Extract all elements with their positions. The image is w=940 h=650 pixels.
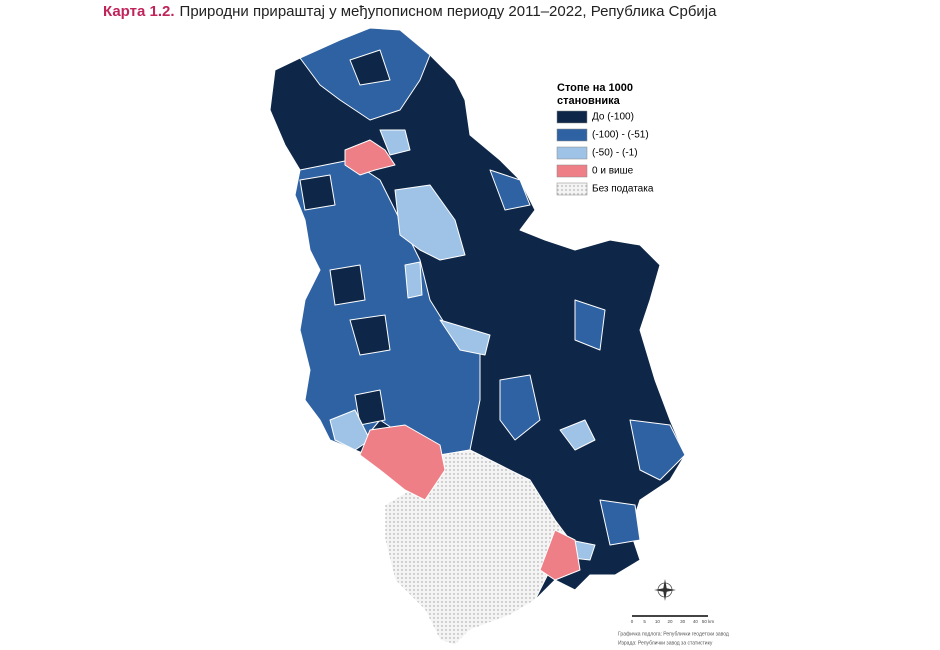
legend-label: Без података (592, 184, 654, 195)
region (299, 174, 336, 211)
region (499, 374, 541, 441)
legend-swatch (556, 110, 588, 124)
source-note: Графичка подлога: Републички геодетски з… (618, 631, 729, 637)
compass (654, 579, 676, 601)
legend-swatch (556, 182, 588, 196)
region (599, 499, 641, 546)
scale-label: 5 (643, 619, 646, 624)
scale-bar: 0 5 10 20 30 40 50 km (631, 615, 715, 624)
region (539, 529, 581, 581)
region (394, 184, 466, 261)
legend-label: До (-100) (592, 112, 634, 123)
legend-swatch (556, 146, 588, 160)
legend-label: 0 и више (592, 166, 634, 177)
scale-label: 30 (680, 619, 686, 624)
legend-label: (-50) - (-1) (592, 148, 638, 159)
region (574, 299, 606, 351)
legend-swatch (556, 164, 588, 178)
region (349, 314, 391, 356)
scale-bar-body (632, 615, 708, 617)
title: Карта 1.2. Природни прираштај у међупопис… (103, 3, 717, 20)
scale-label: 0 (631, 619, 634, 624)
legend-title: становника (557, 95, 621, 107)
region (349, 49, 391, 86)
legend-swatch (556, 128, 588, 142)
scale-label: 20 (667, 619, 673, 624)
scale-label: 50 km (702, 619, 715, 624)
region (329, 409, 371, 451)
source-note: Израда: Републички завод за статистику (618, 640, 713, 646)
scale-label: 10 (655, 619, 661, 624)
region (379, 129, 411, 156)
region (354, 389, 386, 426)
legend-title: Стопе на 1000 (557, 82, 633, 94)
map-label: Карта 1.2. (103, 3, 175, 20)
region (439, 319, 491, 356)
region (489, 169, 531, 211)
map-title: Природни прираштај у међупописном период… (180, 3, 718, 20)
region (359, 424, 446, 501)
region (329, 264, 366, 306)
scale-label: 40 (693, 619, 699, 624)
region (384, 449, 571, 646)
map (269, 27, 686, 646)
region (629, 419, 686, 481)
legend-label: (-100) - (-51) (592, 130, 649, 141)
region (559, 419, 596, 451)
legend: Стопе на 1000 становника До (-100) (-100)… (556, 82, 654, 196)
region (404, 261, 423, 299)
region (344, 139, 396, 176)
